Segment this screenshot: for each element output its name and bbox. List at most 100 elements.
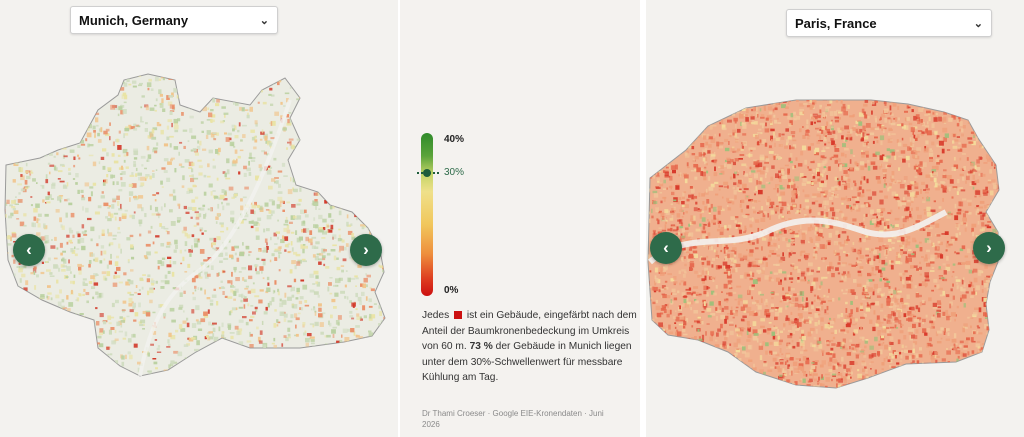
city-select-left[interactable]: Munich, Germany ⌄ bbox=[70, 6, 278, 34]
building-mark bbox=[875, 118, 877, 123]
building-mark bbox=[158, 78, 162, 81]
building-mark bbox=[732, 187, 735, 190]
building-mark bbox=[936, 144, 941, 148]
building-mark bbox=[293, 278, 297, 283]
building-mark bbox=[935, 112, 938, 116]
building-mark bbox=[128, 124, 132, 130]
building-mark bbox=[88, 351, 91, 357]
building-mark bbox=[349, 315, 354, 318]
building-mark bbox=[45, 202, 47, 204]
building-mark bbox=[897, 240, 902, 243]
building-mark bbox=[798, 363, 804, 368]
building-mark bbox=[837, 341, 843, 347]
building-mark bbox=[347, 328, 351, 332]
building-mark bbox=[708, 176, 711, 181]
building-mark bbox=[8, 215, 13, 219]
building-mark bbox=[277, 219, 279, 222]
building-mark bbox=[87, 112, 92, 116]
building-mark bbox=[668, 175, 671, 178]
building-mark bbox=[94, 79, 97, 82]
building-mark bbox=[132, 85, 137, 88]
next-button[interactable]: › bbox=[350, 234, 382, 266]
building-mark bbox=[922, 328, 927, 334]
building-mark bbox=[667, 350, 670, 353]
building-mark bbox=[361, 291, 365, 296]
building-mark bbox=[878, 269, 882, 273]
building-mark bbox=[368, 135, 372, 138]
building-mark bbox=[90, 191, 93, 197]
building-mark bbox=[890, 118, 893, 123]
map-panel-munich[interactable]: Munich, Germany ⌄ ‹ › bbox=[0, 0, 398, 437]
building-mark bbox=[108, 205, 111, 208]
building-mark bbox=[1001, 185, 1004, 187]
building-mark bbox=[221, 322, 224, 328]
building-mark bbox=[839, 280, 844, 283]
building-mark bbox=[189, 356, 192, 360]
building-mark bbox=[120, 203, 122, 209]
building-mark bbox=[321, 255, 326, 259]
building-mark bbox=[236, 257, 240, 262]
paris-map[interactable] bbox=[646, 0, 1024, 437]
building-mark bbox=[801, 392, 804, 396]
building-mark bbox=[240, 139, 243, 142]
building-mark bbox=[878, 237, 884, 243]
building-mark bbox=[993, 330, 999, 334]
prev-button[interactable]: ‹ bbox=[13, 234, 45, 266]
building-mark bbox=[194, 275, 199, 279]
building-mark bbox=[178, 204, 181, 209]
building-mark bbox=[309, 323, 315, 326]
building-mark bbox=[184, 232, 188, 237]
building-mark bbox=[55, 102, 59, 104]
building-mark bbox=[379, 196, 382, 202]
building-mark bbox=[712, 258, 715, 261]
building-mark bbox=[341, 124, 345, 128]
building-mark bbox=[198, 172, 203, 176]
building-mark bbox=[919, 377, 924, 382]
building-mark bbox=[845, 139, 848, 142]
building-mark bbox=[289, 86, 292, 89]
munich-map[interactable] bbox=[0, 0, 398, 437]
building-mark bbox=[191, 245, 193, 251]
building-mark bbox=[884, 282, 889, 288]
building-mark bbox=[365, 284, 368, 288]
building-mark bbox=[699, 167, 703, 172]
building-mark bbox=[254, 120, 258, 125]
building-mark bbox=[195, 216, 200, 220]
building-mark bbox=[217, 203, 220, 209]
building-mark bbox=[872, 191, 877, 196]
building-mark bbox=[852, 332, 856, 336]
building-mark bbox=[107, 353, 110, 356]
building-mark bbox=[325, 223, 329, 229]
building-mark bbox=[263, 228, 266, 233]
building-mark bbox=[23, 224, 27, 227]
building-mark bbox=[45, 179, 49, 184]
building-mark bbox=[11, 231, 16, 234]
building-mark bbox=[915, 206, 919, 211]
building-mark bbox=[123, 101, 127, 104]
building-mark bbox=[353, 127, 357, 130]
building-mark bbox=[813, 294, 817, 297]
building-mark bbox=[160, 371, 164, 375]
building-mark bbox=[179, 304, 184, 308]
building-mark bbox=[290, 177, 292, 182]
building-mark bbox=[964, 210, 969, 213]
building-mark bbox=[702, 172, 706, 177]
building-mark bbox=[376, 206, 380, 211]
building-mark bbox=[224, 132, 227, 135]
building-mark bbox=[161, 98, 164, 103]
building-mark bbox=[791, 321, 795, 324]
building-mark bbox=[184, 241, 188, 246]
building-mark bbox=[61, 306, 65, 312]
building-mark bbox=[740, 306, 745, 311]
building-mark bbox=[942, 263, 946, 266]
building-mark bbox=[851, 223, 855, 226]
building-mark bbox=[722, 261, 728, 266]
building-mark bbox=[867, 272, 872, 277]
map-panel-paris[interactable]: Paris, France ⌄ ‹ › bbox=[646, 0, 1024, 437]
building-mark bbox=[909, 213, 912, 218]
building-mark bbox=[790, 288, 795, 291]
building-mark bbox=[684, 247, 688, 252]
building-mark bbox=[884, 195, 888, 199]
building-mark bbox=[734, 133, 738, 138]
building-mark bbox=[137, 204, 142, 209]
